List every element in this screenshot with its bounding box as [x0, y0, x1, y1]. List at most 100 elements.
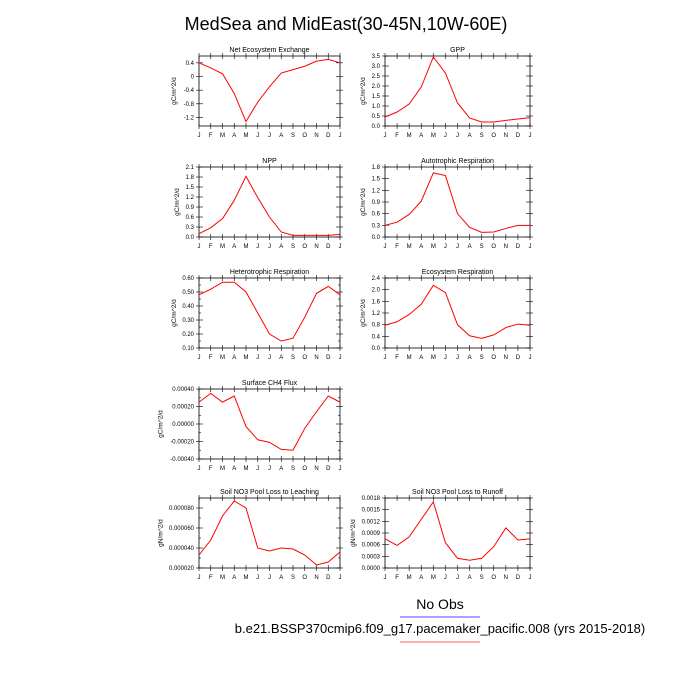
- autotrophic-respiration-ytick-label: 1.8: [372, 165, 381, 171]
- ecosystem-respiration-frame: [384, 277, 531, 349]
- heterotrophic-respiration-month-label: J: [256, 355, 259, 361]
- npp-ytick-label: 2.1: [186, 165, 195, 171]
- gpp-ytick-label: 1.5: [372, 94, 381, 100]
- ecosystem-respiration-month-label: A: [419, 355, 423, 361]
- net-ecosystem-exchange-ytick-label: -1.2: [184, 115, 195, 121]
- gpp-month-label: D: [516, 133, 521, 139]
- npp-month-label: S: [291, 244, 295, 250]
- gpp-month-label: M: [431, 133, 436, 139]
- surface-ch4-flux-series-line: [198, 392, 341, 451]
- surface-ch4-flux-month-label: A: [232, 466, 236, 472]
- ecosystem-respiration-month-label: J: [456, 355, 459, 361]
- soil-no3-pool-loss-to-leaching-month-label: S: [291, 575, 295, 581]
- legend-case: b.e21.BSSP370cmip6.f09_g17.pacemaker_pac…: [235, 621, 645, 636]
- soil-no3-pool-loss-to-runoff-month-label: M: [431, 575, 436, 581]
- heterotrophic-respiration-month-label: A: [232, 355, 236, 361]
- npp-ytick-label: 0.0: [186, 235, 195, 241]
- soil-no3-pool-loss-to-leaching-month-label: A: [279, 575, 283, 581]
- surface-ch4-flux-month-label: J: [268, 466, 271, 472]
- net-ecosystem-exchange-month-label: J: [198, 133, 201, 139]
- soil-no3-pool-loss-to-leaching-month-label: J: [256, 575, 259, 581]
- gpp-month-label: A: [468, 133, 472, 139]
- main-title: MedSea and MidEast(30-45N,10W-60E): [185, 14, 508, 34]
- net-ecosystem-exchange-month-label: N: [314, 133, 318, 139]
- surface-ch4-flux-month-label: M: [244, 466, 249, 472]
- ecosystem-respiration-month-label: F: [395, 355, 399, 361]
- soil-no3-pool-loss-to-runoff-ytick-label: 0.0012: [362, 519, 381, 525]
- gpp-ytick-label: 1.0: [372, 104, 381, 110]
- soil-no3-pool-loss-to-runoff-month-label: J: [456, 575, 459, 581]
- autotrophic-respiration-month-label: M: [431, 244, 436, 250]
- autotrophic-respiration-month-label: A: [468, 244, 472, 250]
- soil-no3-pool-loss-to-leaching-month-label: O: [302, 575, 307, 581]
- heterotrophic-respiration-month-label: J: [339, 355, 342, 361]
- npp-month-label: J: [339, 244, 342, 250]
- surface-ch4-flux-month-label: D: [326, 466, 331, 472]
- ecosystem-respiration-title: Ecosystem Respiration: [422, 269, 494, 276]
- surface-ch4-flux-month-label: A: [279, 466, 283, 472]
- npp-month-label: M: [220, 244, 225, 250]
- surface-ch4-flux-month-label: N: [314, 466, 318, 472]
- autotrophic-respiration-month-label: D: [516, 244, 521, 250]
- npp-ylabel: gC/m^2/d: [174, 188, 181, 216]
- net-ecosystem-exchange-ylabel: gC/m^2/d: [171, 77, 178, 105]
- soil-no3-pool-loss-to-leaching-ylabel: gN/m^2/d: [158, 519, 165, 547]
- npp-month-label: F: [209, 244, 213, 250]
- soil-no3-pool-loss-to-leaching-ytick-label: 0.000060: [169, 526, 195, 532]
- surface-ch4-flux-month-label: J: [256, 466, 259, 472]
- gpp-ylabel: gC/m^2/d: [360, 77, 367, 105]
- soil-no3-pool-loss-to-runoff-month-label: A: [419, 575, 423, 581]
- npp-ytick-label: 0.9: [186, 205, 195, 211]
- ecosystem-respiration-ytick-label: 0.8: [372, 323, 381, 329]
- soil-no3-pool-loss-to-runoff-month-label: S: [480, 575, 484, 581]
- soil-no3-pool-loss-to-leaching-series-line: [198, 500, 341, 566]
- surface-ch4-flux-month-label: O: [302, 466, 307, 472]
- heterotrophic-respiration-month-label: M: [244, 355, 249, 361]
- ecosystem-respiration-month-label: M: [431, 355, 436, 361]
- gpp-month-label: F: [395, 133, 399, 139]
- net-ecosystem-exchange-month-label: S: [291, 133, 295, 139]
- panel-heterotrophic-respiration: Heterotrophic Respiration J F M A M J J A S O N D J 0.…: [171, 269, 343, 361]
- ecosystem-respiration-month-label: O: [491, 355, 496, 361]
- surface-ch4-flux-ytick-label: -0.00040: [170, 457, 194, 463]
- npp-month-label: O: [302, 244, 307, 250]
- soil-no3-pool-loss-to-runoff-month-label: J: [384, 575, 387, 581]
- gpp-month-label: N: [504, 133, 508, 139]
- heterotrophic-respiration-ylabel: gC/m^2/d: [171, 299, 178, 327]
- panel-soil-no3-pool-loss-to-leaching: Soil NO3 Pool Loss to Leaching J F M A M J J A S O…: [158, 489, 343, 581]
- soil-no3-pool-loss-to-runoff-month-label: F: [395, 575, 399, 581]
- autotrophic-respiration-series-line: [384, 172, 530, 233]
- npp-month-label: J: [198, 244, 201, 250]
- net-ecosystem-exchange-frame: [198, 55, 341, 127]
- ecosystem-respiration-month-label: S: [480, 355, 484, 361]
- ecosystem-respiration-month-label: J: [444, 355, 447, 361]
- heterotrophic-respiration-frame: [198, 277, 341, 349]
- surface-ch4-flux-frame: [198, 388, 341, 460]
- gpp-month-label: J: [444, 133, 447, 139]
- autotrophic-respiration-ytick-label: 1.2: [372, 188, 381, 194]
- net-ecosystem-exchange-month-label: M: [220, 133, 225, 139]
- gpp-ytick-label: 0.0: [372, 124, 381, 130]
- soil-no3-pool-loss-to-runoff-ytick-label: 0.0009: [362, 531, 381, 537]
- ecosystem-respiration-ytick-label: 2.0: [372, 288, 381, 294]
- npp-ytick-label: 0.3: [186, 225, 195, 231]
- npp-month-label: A: [279, 244, 283, 250]
- soil-no3-pool-loss-to-leaching-month-label: M: [244, 575, 249, 581]
- soil-no3-pool-loss-to-runoff-ytick-label: 0.0015: [362, 508, 381, 514]
- autotrophic-respiration-ylabel: gC/m^2/d: [360, 188, 367, 216]
- net-ecosystem-exchange-month-label: A: [232, 133, 236, 139]
- panel-surface-ch4-flux: Surface CH4 Flux J F M A M J J A S O N D J 0.00040 0.00…: [158, 380, 343, 472]
- autotrophic-respiration-month-label: J: [529, 244, 532, 250]
- panel-soil-no3-pool-loss-to-runoff: Soil NO3 Pool Loss to Runoff J F M A M J J A S O N D…: [350, 489, 533, 581]
- autotrophic-respiration-month-label: J: [444, 244, 447, 250]
- npp-ytick-label: 1.2: [186, 195, 195, 201]
- soil-no3-pool-loss-to-leaching-month-label: A: [232, 575, 236, 581]
- ecosystem-respiration-ytick-label: 1.6: [372, 299, 381, 305]
- soil-no3-pool-loss-to-runoff-month-label: O: [491, 575, 496, 581]
- soil-no3-pool-loss-to-leaching-month-label: F: [209, 575, 213, 581]
- autotrophic-respiration-title: Autotrophic Respiration: [421, 158, 494, 165]
- legend-label: No Obs: [416, 596, 463, 612]
- autotrophic-respiration-month-label: S: [480, 244, 484, 250]
- gpp-month-label: J: [384, 133, 387, 139]
